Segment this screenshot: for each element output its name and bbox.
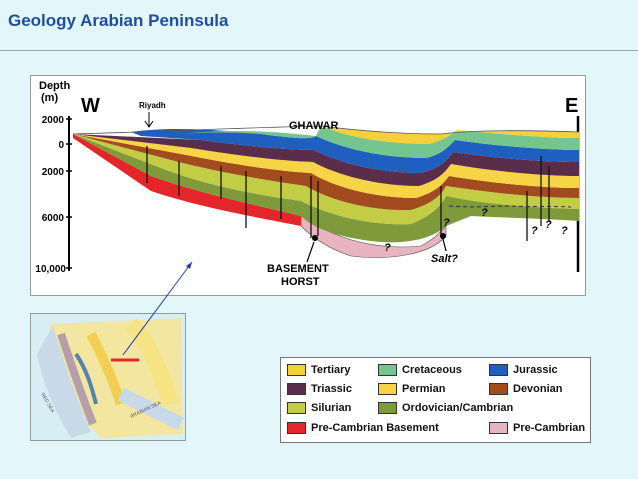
legend-label: Silurian: [311, 402, 352, 414]
legend-swatch: [287, 422, 306, 434]
legend-label: Cretaceous: [402, 364, 462, 376]
legend-item: Pre-Cambrian Basement: [287, 422, 439, 434]
legend-label: Permian: [402, 383, 446, 395]
east-label: E: [565, 95, 578, 117]
slide-title: Geology Arabian Peninsula: [8, 11, 229, 30]
geologic-cross-section: Depth (m) 2000 0 2000 6000 10,000 W E: [30, 75, 586, 296]
silurian-layer: [73, 134, 579, 225]
legend-swatch: [378, 402, 397, 414]
question-mark: ?: [443, 217, 450, 229]
legend-item: Tertiary: [287, 364, 351, 376]
ghawar-label: GHAWAR: [289, 120, 339, 132]
fault-lines: [146, 146, 550, 241]
legend-label: Devonian: [513, 383, 563, 395]
location-map: RED SEA ARABIAN SEA: [30, 313, 186, 441]
legend-item: Pre-Cambrian: [489, 422, 585, 434]
legend-swatch: [489, 383, 508, 395]
riyadh-label: Riyadh: [139, 101, 166, 110]
triassic-layer: [73, 134, 579, 186]
question-mark: ?: [531, 225, 538, 237]
salt-point: [440, 233, 446, 239]
depth-tick-label: 10,000: [35, 264, 66, 275]
legend-swatch: [489, 364, 508, 376]
precambrian-layer: [300, 215, 447, 258]
basement-horst-label-line2: HORST: [281, 276, 320, 288]
devonian-layer: [73, 134, 579, 211]
depth-tick-label: 0: [58, 140, 64, 151]
depth-tick-label: 2000: [42, 115, 65, 126]
legend-swatch: [378, 364, 397, 376]
legend-swatch: [378, 383, 397, 395]
legend-item: Silurian: [287, 402, 351, 414]
surface-outline: [72, 125, 580, 135]
tertiary-layer: [321, 126, 579, 144]
legend-swatch: [287, 383, 306, 395]
permian-layer: [73, 134, 579, 198]
legend: Tertiary Cretaceous Jurassic Triassic Pe…: [280, 357, 591, 443]
legend-label: Pre-Cambrian Basement: [311, 422, 439, 434]
legend-item: Cretaceous: [378, 364, 462, 376]
depth-axis-label: Depth: [39, 80, 70, 92]
question-mark: ?: [384, 242, 391, 254]
legend-item: Devonian: [489, 383, 563, 395]
depth-tick-label: 2000: [42, 167, 65, 178]
question-mark: ?: [481, 207, 488, 219]
legend-item: Jurassic: [489, 364, 558, 376]
basement-horst-label-line1: BASEMENT: [267, 263, 329, 275]
ordovician-cambrian-layer: [73, 134, 579, 243]
depth-tick-label: 6000: [42, 213, 65, 224]
legend-swatch: [287, 402, 306, 414]
title-divider: [0, 50, 638, 51]
salt-label: Salt?: [431, 253, 458, 265]
legend-label: Triassic: [311, 383, 352, 395]
cross-section-drawing: Depth (m) 2000 0 2000 6000 10,000 W E: [35, 80, 580, 288]
legend-swatch: [287, 364, 306, 376]
legend-swatch: [489, 422, 508, 434]
legend-item: Ordovician/Cambrian: [378, 402, 513, 414]
legend-label: Jurassic: [513, 364, 558, 376]
cretaceous-layer: [181, 127, 579, 158]
legend-label: Pre-Cambrian: [513, 422, 586, 434]
depth-axis-unit: (m): [41, 92, 58, 104]
legend-item: Triassic: [287, 383, 352, 395]
question-mark: ?: [545, 219, 552, 231]
west-label: W: [81, 95, 100, 117]
jurassic-layer: [131, 128, 579, 173]
legend-label: Tertiary: [311, 364, 351, 376]
question-mark: ?: [561, 225, 568, 237]
basement-layer: [73, 134, 301, 226]
basement-horst-point: [312, 235, 318, 241]
legend-label: Ordovician/Cambrian: [402, 402, 514, 414]
legend-item: Permian: [378, 383, 445, 395]
